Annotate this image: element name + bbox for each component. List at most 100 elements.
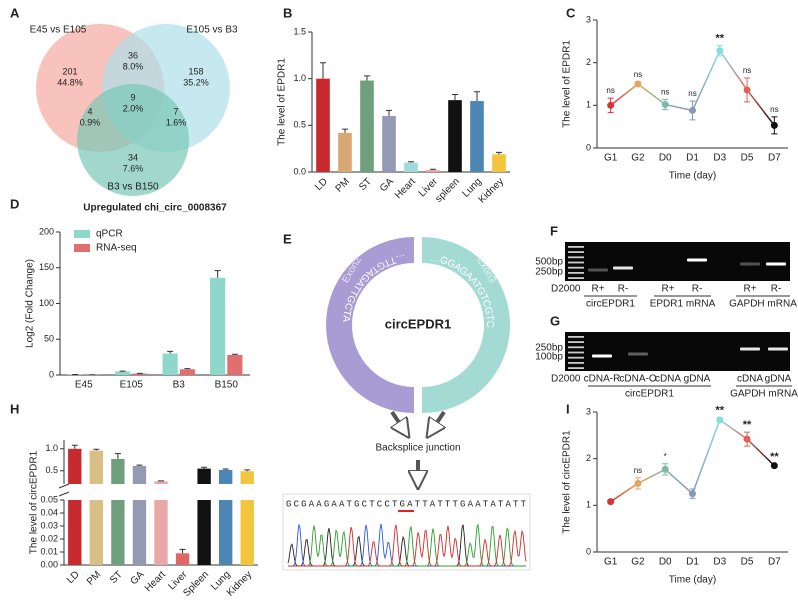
error-bar [244,469,251,472]
bar [218,469,233,484]
ladder-label: D2000 [551,284,581,295]
y-tick-label: 0.05 [40,494,58,504]
error-bar [342,128,348,133]
x-tick-label: D0 [659,153,672,164]
x-tick-label: spleen [433,176,462,205]
x-tick-label: B150 [215,380,239,391]
region-percent: 2.0% [123,103,144,113]
region-count: 201 [62,66,77,76]
data-point [607,101,615,109]
exon-arc [326,237,415,413]
bar [68,500,82,565]
x-tick-label: ST [108,569,125,586]
lane-label: R- [618,284,629,295]
bar [404,162,418,172]
legend-swatch [74,230,90,238]
y-tick-label: 0.02 [40,533,58,543]
panel-letter: F [550,223,558,238]
band [740,262,760,266]
y-tick-label: 100 [39,298,54,308]
ladder-label: D2000 [551,374,581,385]
x-tick-label: PM [334,176,352,194]
error-bar [136,464,143,466]
ladder-band [568,266,584,269]
panel-letter: B [283,5,292,20]
region-count: 158 [188,66,203,76]
bar [426,170,440,172]
bar [68,448,82,484]
annotation: ** [716,405,725,417]
ladder-band [568,367,584,369]
annotation: ns [743,66,751,75]
lane-label: R+ [661,284,674,295]
region-percent: 8.0% [123,61,144,71]
exon-arc [421,237,510,413]
bar [154,500,168,565]
bar [240,500,254,565]
x-tick-label: D1 [686,557,699,568]
band [766,262,786,266]
x-tick-label: D1 [686,153,699,164]
group-label: EPDR1 mRNA [650,299,716,310]
x-tick-label: D5 [741,153,754,164]
x-tick-label: B3 [173,380,186,391]
error-bar [114,453,121,459]
x-tick-label: G2 [631,153,645,164]
group-label: GAPDH mRNA [729,299,797,310]
axis-break [58,483,70,497]
y-tick-label: 1.0 [293,73,306,83]
y-tick-label: 2 [586,57,591,67]
y-tick-label: 2 [586,453,591,463]
set-label: B3 vs B150 [107,182,159,193]
bar [360,80,374,172]
ladder-band [568,272,584,274]
ladder-band [568,341,584,343]
x-tick-label: E105 [120,380,144,391]
bar [492,154,506,172]
x-tick-label: GA [378,176,396,194]
x-tick-label: Heart [393,176,418,201]
y-tick-label: 1 [586,500,591,510]
lane-label: cDNA [737,374,763,385]
lane-label: R- [771,284,782,295]
band [588,268,608,272]
y-axis-label: Log2 (Fold Change) [25,259,36,348]
set-label: E105 vs B3 [186,25,238,36]
marker-label: 100bp [535,352,563,363]
lane-label: R+ [591,284,604,295]
bar [218,500,233,565]
bar [111,500,125,565]
lane-label: gDNA [684,374,711,385]
lane-label: cDNA [655,374,681,385]
annotation: ns [634,70,642,79]
y-tick-label: 0 [586,546,591,556]
error-bar [201,466,208,469]
y-tick-label: 3 [586,14,591,24]
chart-title: Upregulated chi_circ_0008367 [83,203,227,214]
bar [240,471,254,484]
bar [179,369,195,375]
data-point [607,498,615,506]
lane-label: cDNA-O [619,374,656,385]
ladder-band [568,356,584,359]
data-point [716,416,724,424]
y-tick-label: 0.01 [40,546,58,556]
venn-set [77,84,189,196]
ladder-band [568,246,584,248]
bar [175,553,190,565]
marker-label: 500bp [535,257,563,268]
bar [316,78,330,172]
x-tick-label: ST [357,176,374,193]
error-bar [320,62,326,79]
bar [197,500,211,565]
y-tick-label: 0.04 [40,507,58,517]
ladder-band [568,256,584,259]
panel-letter: D [10,196,19,211]
lane-label: R- [692,284,703,295]
error-bar [496,151,502,155]
x-tick-label: PM [85,569,103,587]
lane-label: cDNA-R [584,374,621,385]
y-axis-label: The level of EPDR1 [277,58,288,146]
data-point [661,465,669,473]
